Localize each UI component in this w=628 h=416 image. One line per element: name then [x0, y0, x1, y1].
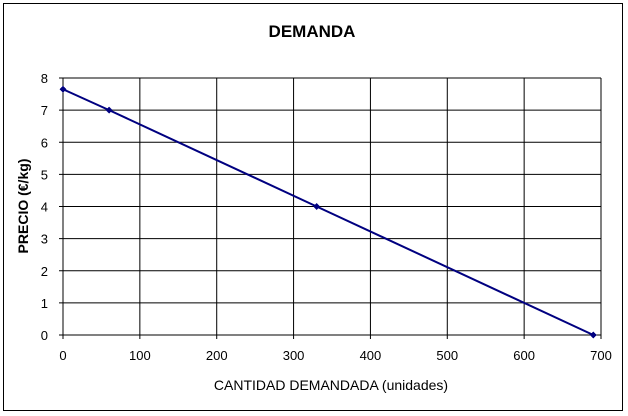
x-tick-label: 700 — [590, 348, 612, 363]
data-point-marker — [589, 331, 597, 339]
x-axis-title: CANTIDAD DEMANDADA (unidades) — [214, 377, 448, 393]
y-tick-label: 4 — [41, 200, 48, 215]
x-tick-label: 300 — [283, 348, 305, 363]
grid-lines — [62, 77, 602, 336]
y-tick-label: 3 — [41, 232, 48, 247]
y-axis-title: PRECIO (€/kg) — [15, 159, 31, 254]
chart-title: DEMANDA — [269, 22, 356, 41]
data-point-marker — [105, 106, 113, 114]
x-tick-label: 400 — [360, 348, 382, 363]
y-tick-label: 8 — [41, 71, 48, 86]
x-tick-labels: 0 100 200 300 400 500 600 700 — [59, 348, 611, 363]
series-line — [62, 88, 594, 336]
y-tick-label: 1 — [41, 296, 48, 311]
y-tick-labels: 0 1 2 3 4 5 6 7 8 — [41, 71, 48, 343]
x-tick-label: 100 — [129, 348, 151, 363]
y-tick-label: 0 — [41, 328, 48, 343]
y-tick-label: 7 — [41, 103, 48, 118]
x-tick-label: 600 — [513, 348, 535, 363]
x-tick-label: 200 — [206, 348, 228, 363]
y-tick-label: 6 — [41, 135, 48, 150]
y-tick-label: 5 — [41, 167, 48, 182]
y-tick-label: 2 — [41, 264, 48, 279]
data-point-marker — [313, 202, 321, 211]
data-point-marker — [59, 85, 67, 93]
series-group — [59, 85, 597, 339]
axes — [59, 77, 602, 339]
x-tick-label: 500 — [436, 348, 458, 363]
x-tick-label: 0 — [59, 348, 66, 363]
